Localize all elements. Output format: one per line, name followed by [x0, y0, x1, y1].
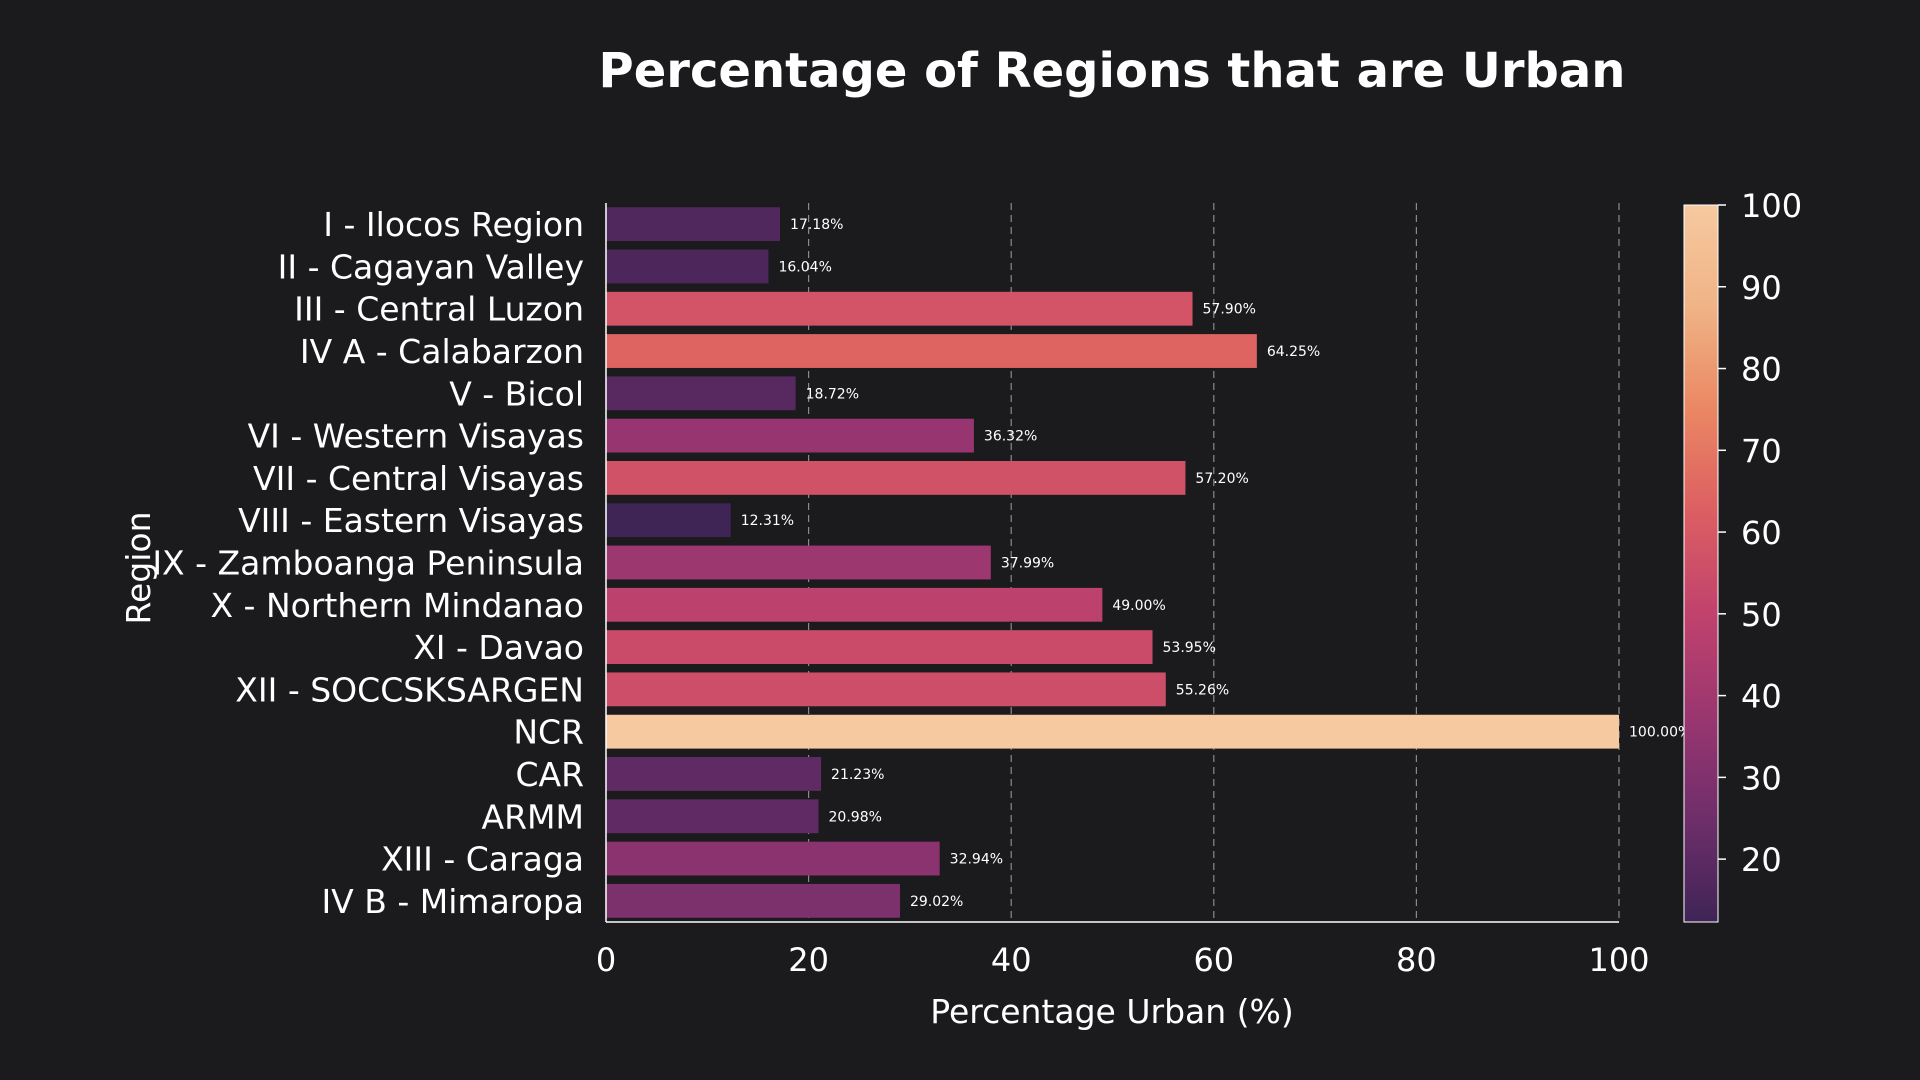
- bar: [606, 841, 940, 876]
- bars: [606, 207, 1619, 918]
- colorbar-tick-label: 40: [1741, 678, 1782, 716]
- x-axis-ticks: 0 20 40 60 80 100: [596, 941, 1650, 979]
- bar: [606, 503, 731, 538]
- bar: [606, 460, 1186, 495]
- category-label: CAR: [515, 755, 584, 794]
- bar: [606, 418, 974, 453]
- data-label: 57.20%: [1195, 471, 1248, 487]
- category-label: II - Cagayan Valley: [278, 247, 584, 286]
- colorbar-tick-label: 30: [1741, 759, 1782, 797]
- data-label: 20.98%: [829, 809, 882, 825]
- chart-title: Percentage of Regions that are Urban: [599, 43, 1626, 99]
- category-label: VI - Western Visayas: [248, 417, 584, 456]
- category-label: ARMM: [482, 797, 584, 836]
- bar: [606, 799, 819, 834]
- bar: [606, 334, 1257, 368]
- category-label: V - Bicol: [449, 374, 584, 413]
- data-label: 16.04%: [778, 259, 831, 275]
- bar: [606, 757, 822, 791]
- colorbar-tick-label: 90: [1741, 269, 1782, 307]
- x-tick-label: 20: [788, 941, 829, 979]
- data-label: 29.02%: [910, 894, 963, 910]
- data-label: 53.95%: [1163, 640, 1216, 656]
- data-label: 32.94%: [950, 852, 1003, 868]
- category-label: VII - Central Visayas: [253, 459, 584, 498]
- category-label: XI - Davao: [413, 628, 584, 667]
- category-label: NCR: [513, 713, 584, 752]
- x-tick-label: 100: [1588, 941, 1649, 979]
- bar: [606, 545, 991, 580]
- bar: [606, 291, 1193, 326]
- colorbar-tick-label: 20: [1741, 841, 1782, 879]
- category-label: IV B - Mimaropa: [321, 882, 584, 921]
- bar: [606, 883, 900, 918]
- data-labels: 17.18% 16.04% 57.90% 64.25% 18.72% 36.32% 57.2…: [741, 217, 1692, 910]
- colorbar-tick-label: 60: [1741, 514, 1782, 552]
- colorbar-tick-label: 80: [1741, 351, 1782, 389]
- colorbar: 20 30 40 50 60 70 80 90 100: [1683, 187, 1802, 923]
- bar: [606, 672, 1166, 707]
- data-label: 18.72%: [806, 386, 859, 402]
- data-label: 49.00%: [1112, 598, 1165, 614]
- bar: [606, 376, 796, 411]
- y-axis-label: Region: [119, 512, 158, 625]
- x-tick-label: 40: [991, 941, 1032, 979]
- data-label: 17.18%: [790, 217, 843, 233]
- category-label: IX - Zamboanga Peninsula: [152, 544, 584, 583]
- category-label: I - Ilocos Region: [323, 205, 584, 244]
- x-tick-label: 80: [1396, 941, 1437, 979]
- data-label: 37.99%: [1001, 556, 1054, 572]
- bar: [606, 714, 1619, 749]
- data-label: 57.90%: [1203, 302, 1256, 318]
- category-label: IV A - Calabarzon: [300, 332, 584, 371]
- x-axis-label: Percentage Urban (%): [930, 992, 1294, 1031]
- data-label: 64.25%: [1267, 344, 1320, 360]
- colorbar-tick-label: 100: [1741, 187, 1802, 225]
- category-label: X - Northern Mindanao: [210, 586, 584, 625]
- bar: [606, 630, 1153, 665]
- data-label: 55.26%: [1176, 682, 1229, 698]
- x-tick-label: 60: [1193, 941, 1234, 979]
- bar: [606, 249, 769, 284]
- category-label: III - Central Luzon: [294, 290, 584, 329]
- data-label: 12.31%: [741, 513, 794, 529]
- colorbar-tick-label: 70: [1741, 432, 1782, 470]
- data-label: 36.32%: [984, 429, 1037, 445]
- category-label: XII - SOCCSKSARGEN: [235, 670, 584, 709]
- bar: [606, 587, 1103, 622]
- colorbar-gradient: [1683, 204, 1719, 923]
- x-tick-label: 0: [596, 941, 616, 979]
- colorbar-tick-label: 50: [1741, 596, 1782, 634]
- data-label: 21.23%: [831, 767, 884, 783]
- category-label: XIII - Caraga: [381, 840, 584, 879]
- colorbar-ticks: 20 30 40 50 60 70 80 90 100: [1718, 187, 1802, 879]
- bar: [606, 207, 781, 242]
- data-label: 100.00%: [1629, 725, 1691, 741]
- category-label: VIII - Eastern Visayas: [238, 501, 584, 540]
